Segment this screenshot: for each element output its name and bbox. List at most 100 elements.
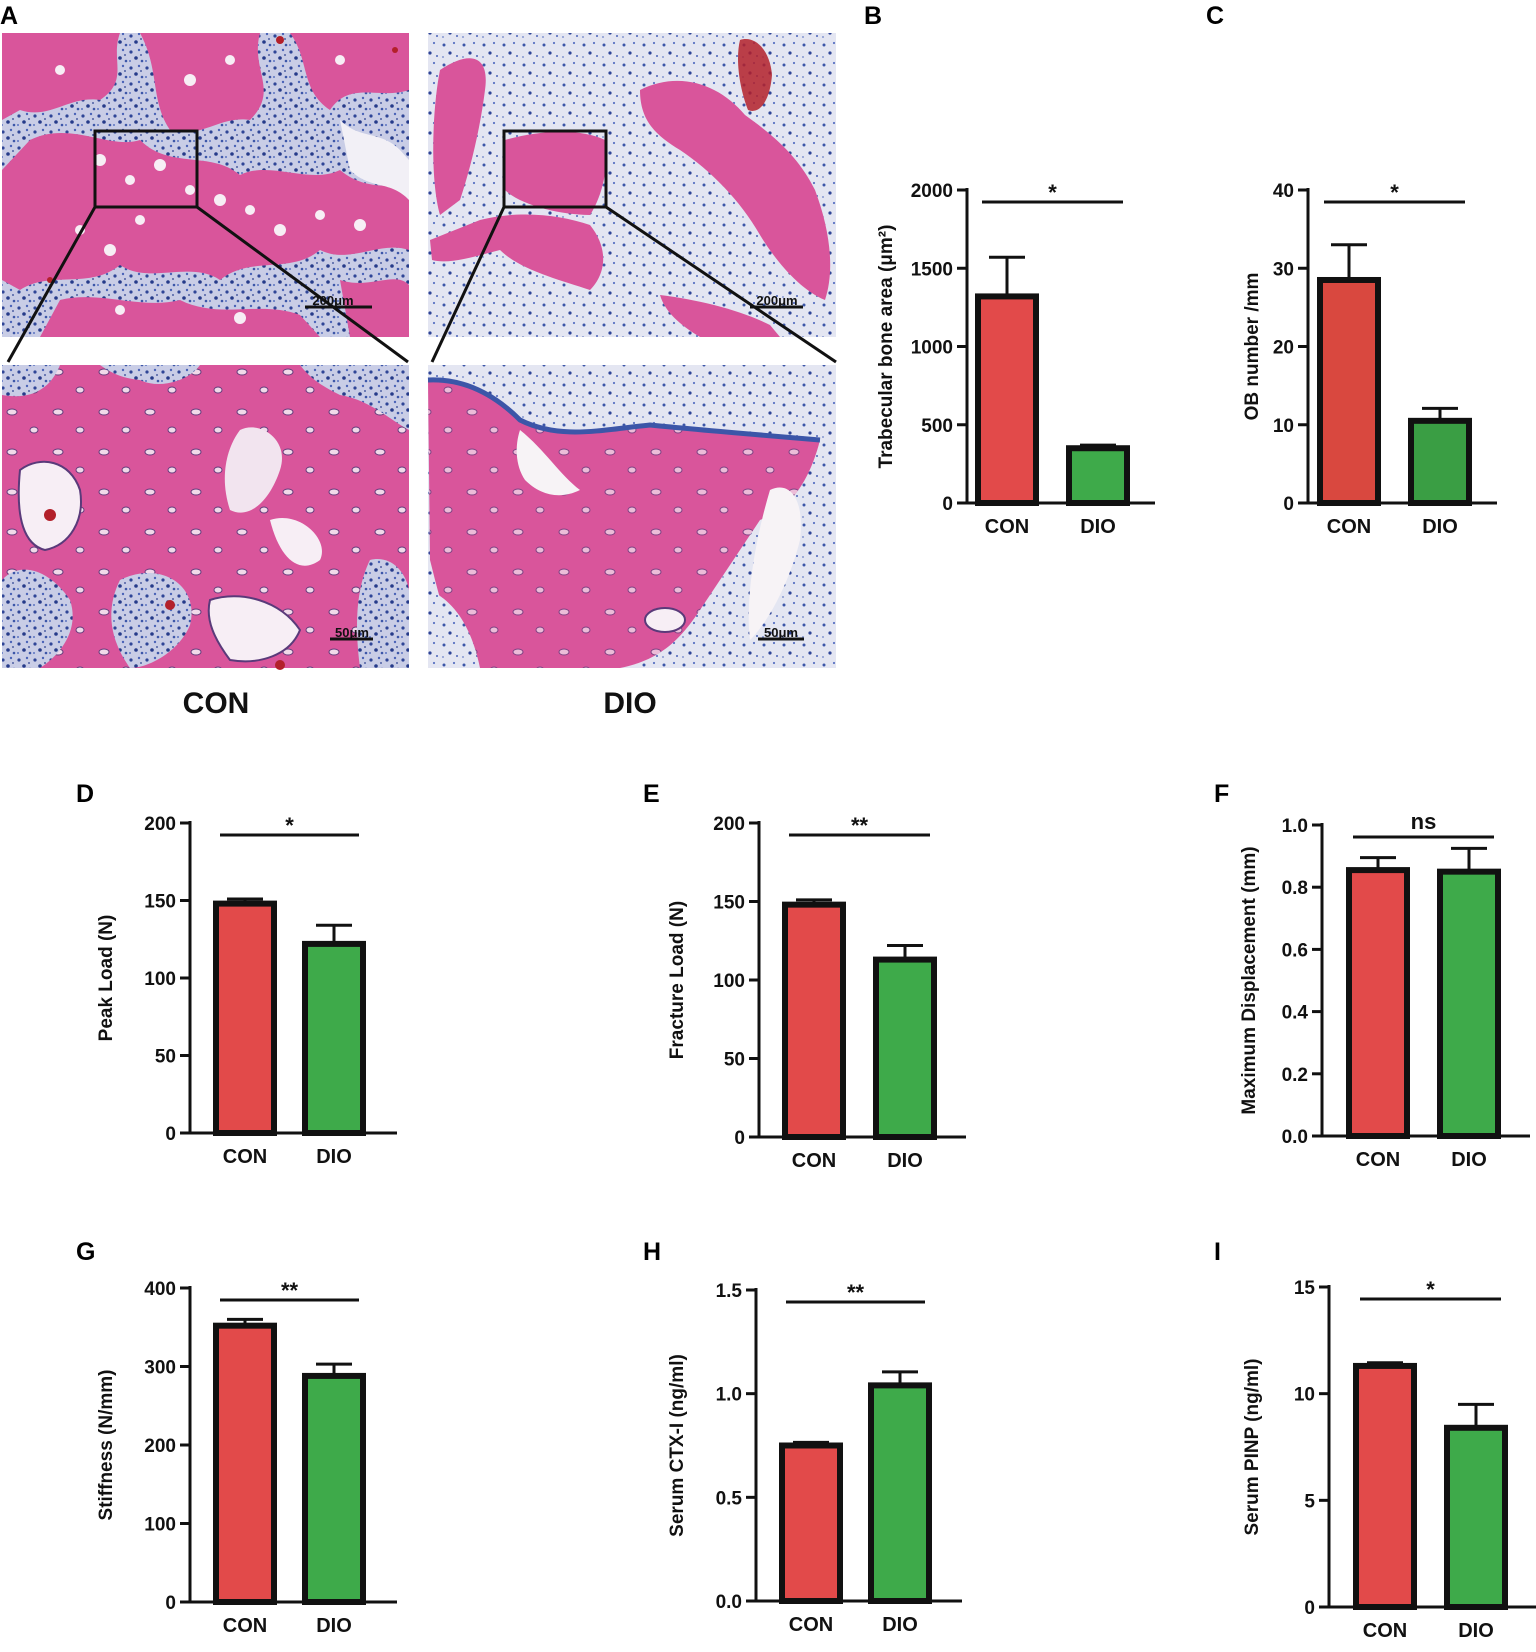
x-category-label-e: DIO <box>887 1150 923 1172</box>
y-tick-label-i: 0 <box>1304 1598 1315 1619</box>
bar-h-1 <box>868 1382 932 1604</box>
panel-letter-g: G <box>76 1238 95 1266</box>
y-tick-label-g: 400 <box>144 1279 176 1300</box>
panel-letter-d: D <box>76 780 94 808</box>
panel-letter-e: E <box>643 780 660 808</box>
significance-label-b: * <box>1048 180 1057 205</box>
bar-i-0 <box>1353 1362 1417 1611</box>
y-tick-label-e: 0 <box>734 1128 745 1149</box>
y-tick-label-b: 0 <box>942 494 953 515</box>
bar-e-0 <box>782 901 846 1141</box>
significance-label-f: ns <box>1411 809 1437 834</box>
x-category-label-b: DIO <box>1080 516 1116 538</box>
y-tick-label-e: 200 <box>713 814 745 835</box>
bar-c-0 <box>1317 276 1381 506</box>
chart-g: G 0 100 200 300 400 Stiffness (N/mm) CON DIO ** <box>76 1238 397 1637</box>
con-high-scale-label: 50μm <box>335 625 369 640</box>
panel-letter-b: B <box>864 2 882 30</box>
group-label-dio: DIO <box>603 687 656 720</box>
y-tick-label-c: 20 <box>1273 338 1294 359</box>
y-tick-label-d: 150 <box>144 892 176 913</box>
chart-h: H 0.0 0.5 1.0 1.5 Serum CTX-I (ng/ml) CON DIO ** <box>643 1238 962 1636</box>
x-category-label-h: CON <box>789 1614 833 1636</box>
y-axis-label-c: OB number /mm <box>1242 273 1263 421</box>
histology-panel: A <box>0 2 837 720</box>
x-category-label-c: CON <box>1327 516 1371 538</box>
dio-low-mag-image: 200μm <box>428 33 836 337</box>
bar-g-1 <box>302 1372 366 1606</box>
con-low-scale-label: 200μm <box>312 293 353 308</box>
x-category-label-h: DIO <box>882 1614 918 1636</box>
y-tick-label-f: 0.4 <box>1282 1003 1309 1024</box>
bar-h-0 <box>779 1442 843 1604</box>
y-tick-label-h: 1.0 <box>716 1385 742 1406</box>
x-category-label-f: DIO <box>1451 1149 1487 1171</box>
dio-low-scale-label: 200μm <box>756 293 797 308</box>
x-category-label-i: DIO <box>1458 1620 1494 1642</box>
x-category-label-g: CON <box>223 1615 267 1637</box>
bar-b-0 <box>975 293 1039 507</box>
panel-letter-c: C <box>1206 2 1224 30</box>
dio-high-mag-image: 50μm <box>427 365 836 668</box>
bar-f-1 <box>1437 868 1501 1140</box>
significance-label-c: * <box>1390 180 1399 205</box>
chart-d: D 0 50 100 150 200 Peak Load (N) CON DIO * <box>76 780 397 1168</box>
x-category-label-e: CON <box>792 1150 836 1172</box>
y-tick-label-f: 0.8 <box>1282 878 1308 899</box>
x-category-label-g: DIO <box>316 1615 352 1637</box>
y-tick-label-d: 200 <box>144 814 176 835</box>
x-category-label-b: CON <box>985 516 1029 538</box>
y-tick-label-e: 100 <box>713 971 745 992</box>
y-tick-label-d: 100 <box>144 969 176 990</box>
con-low-mag-image: 200μm <box>2 33 409 337</box>
bar-i-1 <box>1444 1424 1508 1611</box>
y-axis-label-d: Peak Load (N) <box>96 915 117 1042</box>
bar-e-1 <box>873 956 937 1141</box>
chart-i: I 0 5 10 15 Serum PINP (ng/ml) CON DIO * <box>1214 1238 1536 1642</box>
bar-c-1 <box>1408 417 1472 506</box>
x-category-label-i: CON <box>1363 1620 1407 1642</box>
y-tick-label-c: 40 <box>1273 181 1294 202</box>
y-tick-label-b: 1500 <box>911 259 953 280</box>
y-tick-label-h: 0.5 <box>716 1488 743 1509</box>
panel-letter-a: A <box>0 2 18 30</box>
y-tick-label-f: 0.6 <box>1282 940 1308 961</box>
y-tick-label-c: 10 <box>1273 416 1294 437</box>
significance-label-g: ** <box>281 1278 299 1303</box>
y-axis-label-g: Stiffness (N/mm) <box>96 1370 117 1521</box>
bar-d-0 <box>213 900 277 1136</box>
chart-b: B 0 500 1000 1500 2000 Trabecular bone area (μ… <box>864 2 1155 538</box>
chart-f: F 0.0 0.2 0.4 0.6 0.8 1.0 Maximum Displacement … <box>1214 780 1530 1171</box>
y-tick-label-c: 30 <box>1273 259 1294 280</box>
y-tick-label-i: 10 <box>1294 1385 1315 1406</box>
y-tick-label-h: 1.5 <box>716 1281 743 1302</box>
y-tick-label-i: 5 <box>1304 1491 1315 1512</box>
y-axis-label-e: Fracture Load (N) <box>667 901 688 1059</box>
y-tick-label-d: 0 <box>165 1124 176 1145</box>
x-category-label-f: CON <box>1356 1149 1400 1171</box>
y-tick-label-g: 300 <box>144 1358 176 1379</box>
significance-label-e: ** <box>851 813 869 838</box>
y-tick-label-e: 150 <box>713 893 745 914</box>
panel-letter-i: I <box>1214 1238 1221 1266</box>
y-tick-label-d: 50 <box>155 1047 176 1068</box>
chart-c: C 0 10 20 30 40 OB number /mm CON DIO * <box>1206 2 1497 538</box>
y-tick-label-b: 2000 <box>911 181 953 202</box>
y-tick-label-b: 1000 <box>911 338 953 359</box>
y-tick-label-g: 200 <box>144 1436 176 1457</box>
y-tick-label-f: 0.2 <box>1282 1065 1308 1086</box>
significance-label-d: * <box>285 813 294 838</box>
chart-e: E 0 50 100 150 200 Fracture Load (N) CON DIO ** <box>643 780 966 1172</box>
y-tick-label-f: 0.0 <box>1282 1127 1308 1148</box>
bar-g-0 <box>213 1322 277 1606</box>
y-axis-label-i: Serum PINP (ng/ml) <box>1242 1358 1263 1535</box>
y-tick-label-b: 500 <box>921 416 953 437</box>
x-category-label-d: CON <box>223 1146 267 1168</box>
y-tick-label-g: 0 <box>165 1593 176 1614</box>
panel-letter-f: F <box>1214 780 1229 808</box>
bar-f-0 <box>1346 867 1410 1139</box>
y-axis-label-f: Maximum Displacement (mm) <box>1239 846 1260 1114</box>
x-category-label-d: DIO <box>316 1146 352 1168</box>
